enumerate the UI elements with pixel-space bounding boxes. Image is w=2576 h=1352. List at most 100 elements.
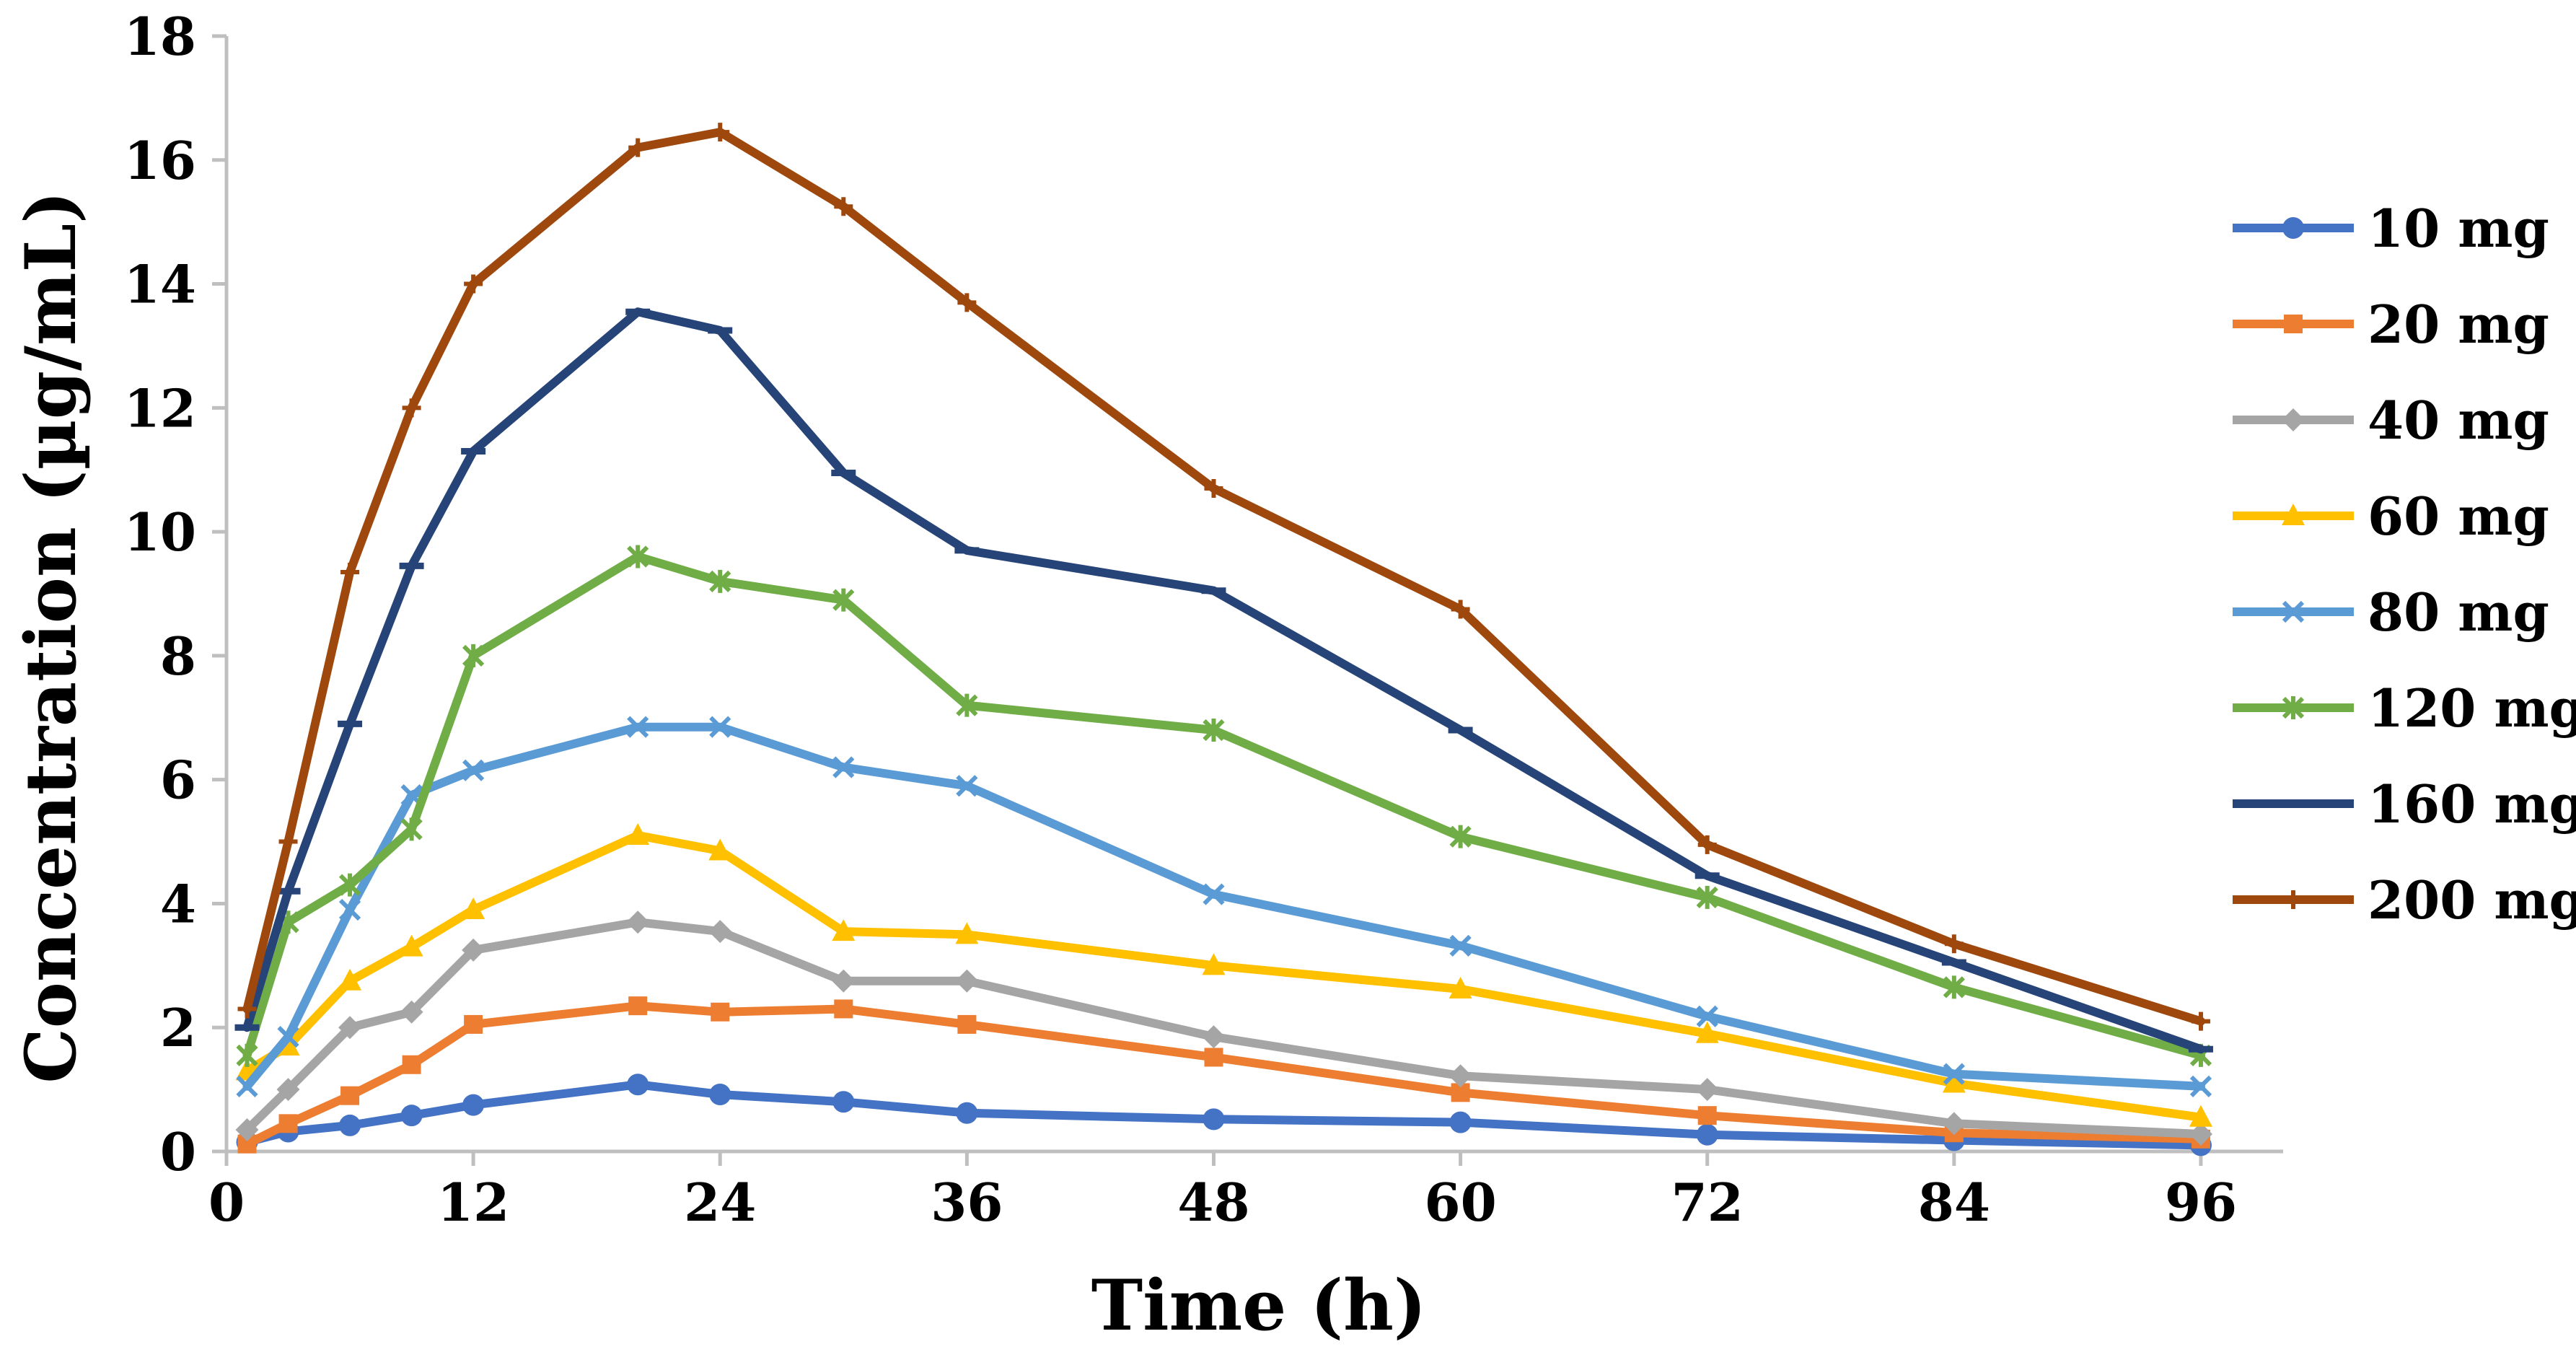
data-point-10-mg: [1696, 1123, 1718, 1146]
data-point-40-mg: [1202, 1025, 1226, 1049]
data-point-40-mg: [2189, 1122, 2212, 1146]
legend-label: 10 mg: [2368, 198, 2549, 259]
series-40-mg: [235, 910, 2212, 1146]
series-line-60-mg: [242, 831, 2205, 1122]
data-point-120-mg: [1203, 718, 1225, 742]
data-point-80-mg: [277, 1025, 299, 1048]
series-line-120-mg: [242, 552, 2205, 1060]
data-point-20-mg: [464, 1014, 483, 1034]
data-point-20-mg: [402, 1055, 421, 1074]
legend-swatch-marker: [2284, 315, 2303, 333]
y-tick-label: 16: [124, 130, 196, 191]
data-point-80-mg: [832, 756, 855, 778]
data-point-80-mg: [1943, 1063, 1965, 1085]
data-point-60-mg: [1449, 976, 1472, 998]
data-point-200-mg: [2191, 1011, 2210, 1031]
legend-entry-60-mg: 60 mg: [2233, 486, 2549, 547]
data-point-10-mg: [1449, 1111, 1472, 1133]
legend-label: 120 mg: [2368, 677, 2576, 739]
y-tick-label: 18: [124, 6, 196, 67]
data-point-200-mg: [340, 562, 360, 581]
data-point-10-mg: [709, 1083, 731, 1105]
data-point-40-mg: [462, 938, 485, 962]
legend-label: 160 mg: [2368, 773, 2576, 835]
data-point-20-mg: [711, 1002, 730, 1022]
legend-swatch-marker: [2284, 890, 2303, 909]
legend-label: 20 mg: [2368, 294, 2549, 355]
data-point-10-mg: [956, 1102, 978, 1124]
data-point-10-mg: [339, 1114, 361, 1136]
data-point-80-mg: [1449, 934, 1472, 957]
data-point-200-mg: [278, 832, 298, 851]
series-line-160-mg: [242, 307, 2205, 1054]
data-point-120-mg: [462, 644, 485, 667]
x-tick-label: 84: [1918, 1172, 1990, 1233]
data-point-80-mg: [462, 759, 485, 781]
data-point-20-mg: [628, 996, 648, 1016]
data-point-80-mg: [627, 716, 649, 738]
x-tick-label: 0: [208, 1172, 245, 1233]
legend-entry-20-mg: 20 mg: [2233, 294, 2549, 355]
data-point-120-mg: [338, 873, 361, 897]
legend: 10 mg 20 mg 40 mg 60 mg 80 mg 120 mg 160 mg 200…: [2233, 198, 2576, 931]
data-point-40-mg: [708, 920, 732, 944]
data-point-60-mg: [626, 822, 650, 845]
data-point-40-mg: [400, 1000, 423, 1024]
series-60-mg: [235, 822, 2212, 1127]
series-line-200-mg: [242, 128, 2205, 1026]
data-point-120-mg: [1943, 975, 1965, 999]
data-point-200-mg: [628, 138, 648, 157]
y-tick-label: 10: [124, 501, 196, 563]
data-point-80-mg: [2189, 1075, 2212, 1097]
data-point-20-mg: [834, 999, 853, 1019]
data-point-200-mg: [834, 197, 853, 216]
data-point-200-mg: [402, 398, 421, 418]
data-point-200-mg: [1697, 835, 1717, 854]
data-point-80-mg: [1203, 883, 1225, 905]
x-tick-label: 96: [2165, 1172, 2237, 1233]
series-80-mg: [236, 716, 2212, 1097]
data-point-120-mg: [400, 817, 423, 841]
series-line-40-mg: [242, 918, 2205, 1138]
data-point-40-mg: [235, 1118, 259, 1141]
legend-label: 40 mg: [2368, 390, 2549, 451]
data-point-200-mg: [711, 123, 730, 142]
data-point-80-mg: [956, 775, 978, 797]
data-point-20-mg: [957, 1014, 977, 1034]
data-point-10-mg: [400, 1105, 423, 1127]
data-point-40-mg: [955, 969, 979, 993]
y-tick-label: 4: [160, 873, 196, 934]
data-point-200-mg: [464, 274, 483, 294]
data-point-40-mg: [832, 969, 856, 993]
data-point-120-mg: [956, 693, 978, 717]
data-point-20-mg: [1697, 1106, 1717, 1125]
data-point-60-mg: [338, 968, 362, 991]
data-point-10-mg: [832, 1091, 855, 1113]
legend-label: 200 mg: [2368, 869, 2576, 931]
legend-entry-10-mg: 10 mg: [2233, 198, 2549, 259]
y-tick-label: 0: [160, 1121, 196, 1182]
data-point-80-mg: [1696, 1005, 1718, 1027]
data-point-40-mg: [338, 1016, 362, 1040]
data-point-60-mg: [400, 934, 423, 957]
series-line-80-mg: [242, 722, 2205, 1091]
legend-label: 80 mg: [2368, 581, 2549, 643]
data-point-10-mg: [462, 1094, 485, 1116]
y-tick-label: 14: [124, 254, 196, 315]
legend-entry-120-mg: 120 mg: [2233, 677, 2576, 739]
legend-swatch-marker: [2282, 600, 2305, 623]
data-point-60-mg: [955, 922, 979, 944]
x-tick-label: 72: [1671, 1172, 1744, 1233]
x-tick-label: 48: [1177, 1172, 1249, 1233]
data-point-120-mg: [1696, 885, 1718, 909]
legend-entry-200-mg: 200 mg: [2233, 869, 2576, 931]
data-point-80-mg: [236, 1075, 258, 1097]
x-tick-label: 36: [931, 1172, 1003, 1233]
data-point-80-mg: [338, 898, 361, 921]
series-120-mg: [236, 545, 2212, 1067]
data-point-40-mg: [1695, 1078, 1719, 1102]
data-point-60-mg: [708, 838, 732, 861]
data-point-10-mg: [627, 1074, 649, 1096]
data-point-20-mg: [1204, 1048, 1223, 1067]
